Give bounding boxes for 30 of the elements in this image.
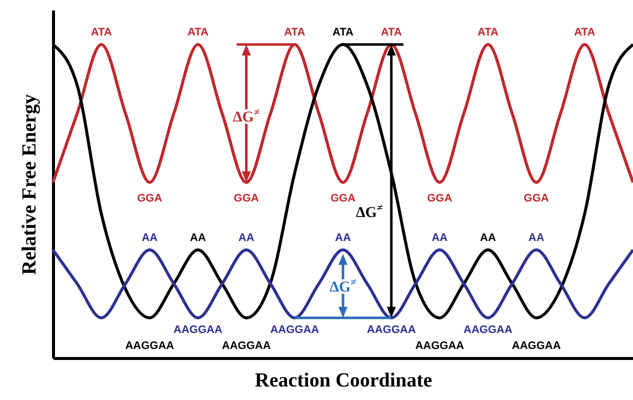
annotation: GGA xyxy=(524,192,549,204)
annotation: GGA xyxy=(137,192,162,204)
text: ATA xyxy=(574,26,596,38)
annotation: AA xyxy=(480,232,496,244)
annotation: AAGGAA xyxy=(415,340,464,352)
annotation: ΔG$^{≠}$ xyxy=(356,202,383,222)
annotation: GGA xyxy=(427,192,452,204)
annotation: AA xyxy=(528,232,544,244)
annotation: AAGGAA xyxy=(366,324,416,336)
text: ATA xyxy=(380,26,402,38)
text: ATA xyxy=(188,26,209,38)
annotation: AAGGAA xyxy=(222,340,271,352)
annotation: AAGGAA xyxy=(512,340,561,352)
annotation: AA xyxy=(238,232,254,244)
annotation: AA xyxy=(335,232,351,244)
annotation: AAGGAA xyxy=(464,324,512,336)
annotation: AA xyxy=(190,232,206,244)
y-axis-title: Relative Free Energy xyxy=(18,94,40,275)
text: ATA xyxy=(284,26,306,38)
annotation: AAGGAA xyxy=(174,324,222,336)
text: ATA xyxy=(478,26,499,38)
annotation: AA xyxy=(432,232,448,244)
annotation: GGA xyxy=(234,192,259,204)
text: ATA xyxy=(332,26,354,38)
text: ATA xyxy=(90,26,112,38)
annotation: GGA xyxy=(330,192,356,204)
annotation: AA xyxy=(142,232,158,244)
annotation: AAGGAA xyxy=(270,324,320,336)
annotation: AAGGAA xyxy=(125,340,174,352)
x-axis-title: Reaction Coordinate xyxy=(254,370,432,392)
